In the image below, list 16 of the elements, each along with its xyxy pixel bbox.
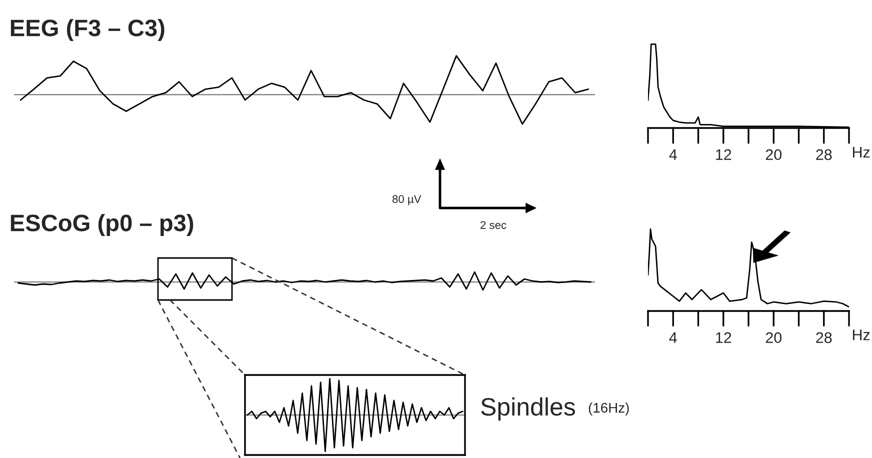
chart-title: ESCoG (p0 – p3) <box>10 214 194 236</box>
x-tick-label: 12 <box>716 149 732 160</box>
x-tick-label: 12 <box>716 332 732 343</box>
text: Spindles <box>481 397 575 421</box>
x-tick-label: 20 <box>766 149 782 160</box>
x-tick-label: 20 <box>766 332 782 344</box>
x-axis-title: Hz <box>852 147 870 158</box>
text: 80 µV <box>392 195 422 206</box>
x-tick-label: 28 <box>816 332 832 344</box>
x-tick-label: 4 <box>669 332 677 343</box>
x-axis-title: Hz <box>852 330 870 340</box>
chart-title: EEG (F3 – C3) <box>10 19 164 42</box>
text: 2 sec <box>480 221 506 229</box>
x-tick-label: 4 <box>669 149 677 160</box>
text: (16Hz) <box>588 402 629 416</box>
x-tick-label: 28 <box>816 149 832 160</box>
